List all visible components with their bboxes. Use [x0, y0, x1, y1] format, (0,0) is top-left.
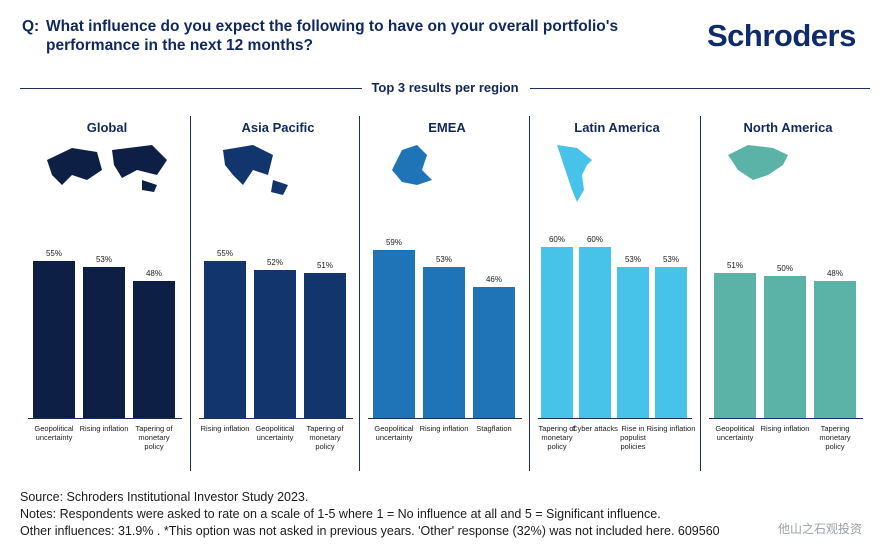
- bar: [204, 261, 246, 418]
- bar-value-label: 52%: [266, 257, 283, 267]
- bar-value-label: 46%: [485, 274, 502, 284]
- region-title: North America: [743, 120, 833, 135]
- region-divider: [700, 116, 701, 471]
- chart-subtitle: Top 3 results per region: [371, 80, 519, 95]
- category-label: Geopolitical uncertainty: [255, 424, 295, 442]
- schroders-logo: Schroders: [707, 18, 856, 53]
- region-title: EMEA: [428, 120, 466, 135]
- bar-value-label: 53%: [662, 254, 679, 264]
- category-label: Rise in populist policies: [620, 424, 646, 451]
- region-title: Latin America: [574, 120, 660, 135]
- baseline: [368, 418, 522, 419]
- region-title: Asia Pacific: [241, 120, 315, 135]
- subtitle-rule-left: [20, 88, 362, 89]
- bar: [133, 281, 175, 418]
- baseline: [538, 418, 692, 419]
- baseline: [709, 418, 863, 419]
- category-label: Rising inflation: [760, 424, 810, 433]
- category-label: Tapering of monetary policy: [306, 424, 344, 451]
- bar: [617, 266, 649, 418]
- question-prefix: Q:: [22, 18, 40, 35]
- region-title: Global: [86, 120, 128, 135]
- bar-value-label: 50%: [776, 263, 793, 273]
- category-label: Geopolitical uncertainty: [715, 424, 755, 442]
- baseline: [28, 418, 182, 419]
- region-map-icon: [223, 145, 288, 195]
- region-map-icon: [392, 145, 432, 185]
- other-text: Other influences: 31.9% . *This option w…: [20, 524, 720, 538]
- category-label: Geopolitical uncertainty: [374, 424, 414, 442]
- region-map-icon: [47, 145, 167, 192]
- bar-value-label: 60%: [586, 235, 603, 244]
- bar-value-label: 53%: [95, 254, 112, 264]
- region-map-icon: [728, 145, 788, 180]
- bar: [373, 249, 415, 418]
- region-divider: [359, 116, 360, 471]
- bar: [764, 275, 806, 418]
- category-label: Tapering of monetary policy: [135, 424, 173, 451]
- subtitle-rule-right: [530, 88, 870, 89]
- source-text: Source: Schroders Institutional Investor…: [20, 490, 309, 504]
- category-label: Rising inflation: [419, 424, 469, 433]
- baseline: [199, 418, 353, 419]
- bar: [541, 247, 573, 418]
- bar: [714, 272, 756, 418]
- category-label: Rising inflation: [79, 424, 129, 433]
- bar: [33, 261, 75, 418]
- category-label: Rising inflation: [200, 424, 250, 433]
- bar-value-label: 53%: [435, 254, 452, 264]
- bar: [579, 247, 611, 418]
- bar-value-label: 51%: [316, 260, 333, 270]
- bar-value-label: 48%: [145, 269, 162, 279]
- bar-value-label: 55%: [216, 249, 233, 259]
- bar-value-label: 60%: [548, 235, 565, 244]
- category-label: Rising inflation: [646, 424, 696, 433]
- bar: [254, 269, 296, 418]
- category-label: Tapering monetary policy: [819, 424, 851, 451]
- category-label: Tapering of monetary policy: [538, 424, 576, 451]
- region-divider: [529, 116, 530, 471]
- bar: [814, 281, 856, 418]
- category-label: Cyber attacks: [572, 424, 618, 433]
- watermark: 他山之石观投资: [777, 522, 862, 536]
- bar: [423, 266, 465, 418]
- bar: [655, 266, 687, 418]
- bar-value-label: 51%: [726, 260, 743, 270]
- bar-value-label: 55%: [45, 249, 62, 259]
- region-map-icon: [557, 145, 592, 202]
- bar: [83, 266, 125, 418]
- region-divider: [190, 116, 191, 471]
- bar: [473, 286, 515, 418]
- footer: Source: Schroders Institutional Investor…: [20, 489, 780, 540]
- category-label: Stagflation: [476, 424, 512, 433]
- bar-value-label: 53%: [624, 254, 641, 264]
- bar-value-label: 59%: [385, 237, 402, 247]
- category-label: Geopolitical uncertainty: [34, 424, 74, 442]
- bar: [304, 272, 346, 418]
- notes-text: Notes: Respondents were asked to rate on…: [20, 507, 661, 521]
- bar-value-label: 48%: [826, 269, 843, 279]
- question-text: What influence do you expect the followi…: [46, 18, 619, 54]
